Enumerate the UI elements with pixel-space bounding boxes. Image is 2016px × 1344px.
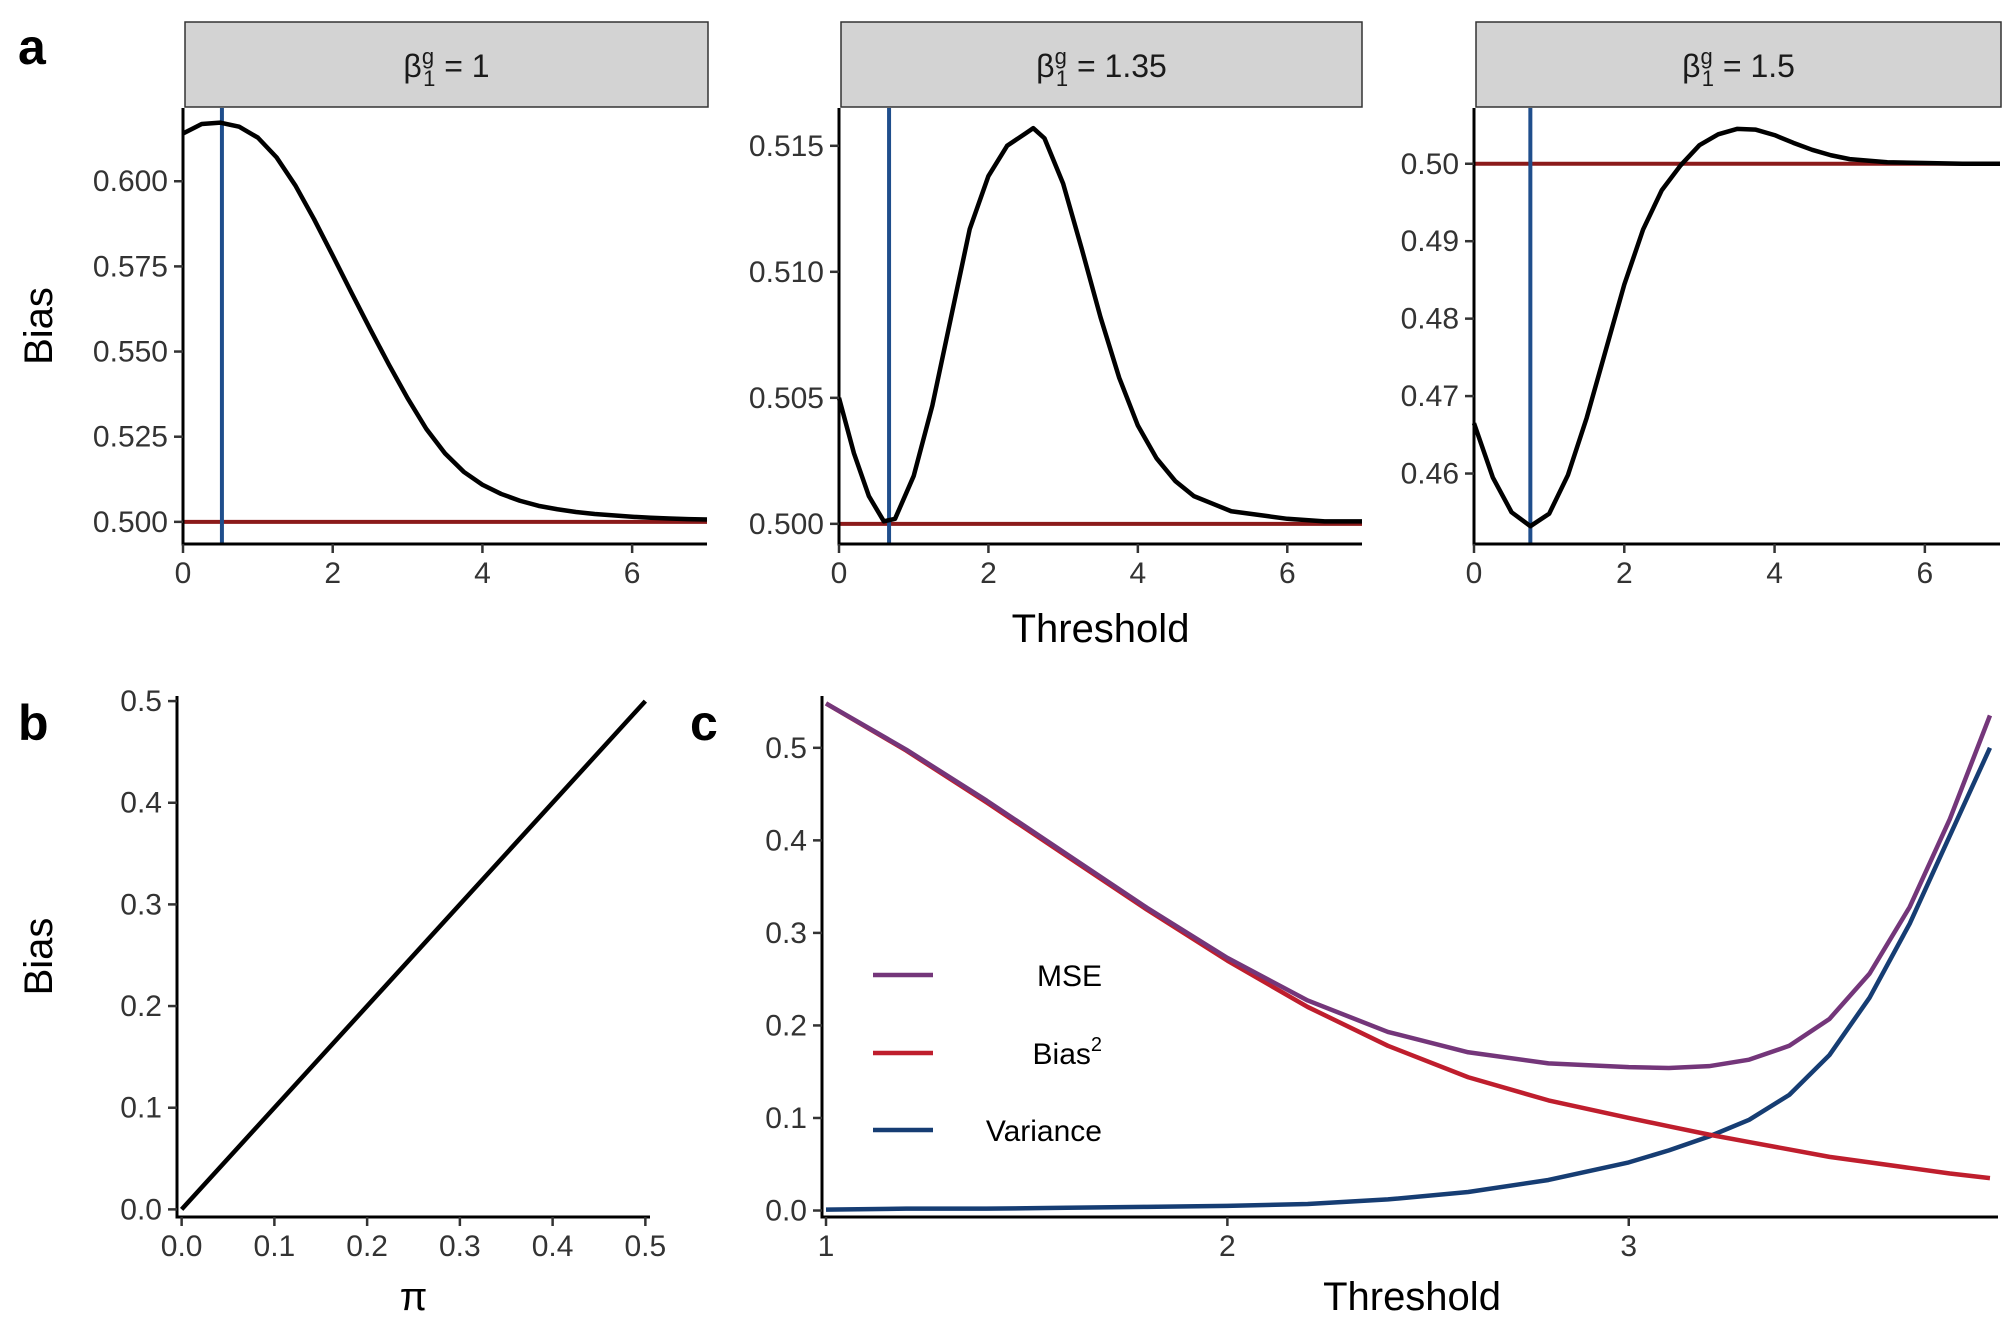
c-y-tick-label: 0.5 bbox=[765, 732, 807, 765]
a1-x-tick-label: 0 bbox=[175, 557, 192, 590]
a1-y-tick-label: 0.600 bbox=[93, 165, 168, 198]
b-bias-line bbox=[179, 699, 648, 1211]
a2-y-tick-label: 0.505 bbox=[749, 382, 824, 415]
a2-y-tick-label: 0.510 bbox=[749, 256, 824, 289]
a3-bias-curve bbox=[1471, 126, 2000, 529]
panel-label-a: a bbox=[18, 19, 47, 75]
b-x-tick-label: 0.2 bbox=[346, 1230, 388, 1263]
c-series-bias2 bbox=[824, 701, 1991, 1181]
c-legend-label-variance: Variance bbox=[986, 1115, 1102, 1148]
a1-strip-box bbox=[184, 21, 709, 108]
a1-y-axis-title: Bias bbox=[17, 287, 61, 365]
panel-a1-chart: βg 1 = 1 0 2 4 6 0.500 0.525 0.550 0.575 0.600 Bias bbox=[17, 21, 709, 590]
b-y-tick-label: 0.5 bbox=[120, 685, 162, 718]
panel-a2-chart: βg 1 = 1.35 0 2 4 6 0.500 0.505 0.510 0.515 Thresh… bbox=[749, 21, 1363, 651]
a3-x-tick-label: 6 bbox=[1917, 557, 1934, 590]
panel-c-chart: 1 2 3 0.0 0.1 0.2 0.3 0.4 0.5 Threshold MSE Bias2 Va… bbox=[765, 696, 1998, 1319]
c-x-axis-title: Threshold bbox=[1323, 1275, 1501, 1319]
a3-x-tick-label: 4 bbox=[1766, 557, 1783, 590]
c-legend-label-bias2: Bias2 bbox=[1033, 1034, 1102, 1071]
a1-y-tick-label: 0.525 bbox=[93, 421, 168, 454]
a3-y-tick-label: 0.47 bbox=[1401, 380, 1459, 413]
panel-label-c: c bbox=[690, 695, 718, 751]
c-y-tick-label: 0.3 bbox=[765, 917, 807, 950]
a3-y-tick-label: 0.49 bbox=[1401, 225, 1459, 258]
b-y-tick-label: 0.2 bbox=[120, 990, 162, 1023]
c-series-mse bbox=[824, 701, 1993, 1071]
c-x-tick-label: 2 bbox=[1219, 1230, 1236, 1263]
panel-a3-chart: βg 1 = 1.5 0 2 4 6 0.46 0.47 0.48 0.49 0.50 bbox=[1401, 21, 2002, 590]
panel-b-chart: 0.0 0.1 0.2 0.3 0.4 0.5 0.0 0.1 0.2 0.3 0.4 0.5 Bias… bbox=[17, 685, 666, 1319]
c-y-tick-label: 0.0 bbox=[765, 1195, 807, 1228]
a1-strip-label: βg 1 = 1 bbox=[403, 44, 489, 91]
a1-y-tick-label: 0.500 bbox=[93, 506, 168, 539]
b-x-tick-label: 0.3 bbox=[439, 1230, 481, 1263]
a2-y-tick-label: 0.500 bbox=[749, 508, 824, 541]
a1-x-tick-label: 6 bbox=[624, 557, 641, 590]
a2-strip-box bbox=[840, 21, 1363, 108]
a1-x-tick-label: 2 bbox=[324, 557, 341, 590]
b-y-tick-label: 0.4 bbox=[120, 787, 162, 820]
b-y-tick-label: 0.3 bbox=[120, 888, 162, 921]
a2-x-tick-label: 4 bbox=[1130, 557, 1147, 590]
a2-x-tick-label: 0 bbox=[831, 557, 848, 590]
b-x-tick-label: 0.5 bbox=[625, 1230, 667, 1263]
a3-strip-label: βg 1 = 1.5 bbox=[1682, 44, 1795, 91]
a2-x-axis-title: Threshold bbox=[1012, 607, 1190, 651]
a1-y-tick-label: 0.575 bbox=[93, 250, 168, 283]
b-x-tick-label: 0.1 bbox=[254, 1230, 296, 1263]
a1-bias-curve bbox=[181, 120, 708, 522]
a3-y-tick-label: 0.50 bbox=[1401, 148, 1459, 181]
a3-y-tick-label: 0.48 bbox=[1401, 303, 1459, 336]
a3-x-tick-label: 2 bbox=[1616, 557, 1633, 590]
c-x-tick-label: 3 bbox=[1620, 1230, 1637, 1263]
b-y-axis-title: Bias bbox=[17, 918, 61, 996]
a2-strip-label: βg 1 = 1.35 bbox=[1036, 44, 1167, 91]
a2-y-tick-label: 0.515 bbox=[749, 130, 824, 163]
b-x-axis-title: π bbox=[400, 1275, 428, 1319]
a2-x-tick-label: 2 bbox=[980, 557, 997, 590]
b-x-tick-label: 0.0 bbox=[161, 1230, 203, 1263]
b-y-tick-label: 0.1 bbox=[120, 1092, 162, 1125]
a3-x-tick-label: 0 bbox=[1466, 557, 1483, 590]
c-series-variance bbox=[825, 746, 1993, 1212]
c-y-tick-label: 0.4 bbox=[765, 824, 807, 857]
b-y-tick-label: 0.0 bbox=[120, 1193, 162, 1226]
b-x-tick-label: 0.4 bbox=[532, 1230, 574, 1263]
a1-x-tick-label: 4 bbox=[474, 557, 491, 590]
a2-x-tick-label: 6 bbox=[1279, 557, 1296, 590]
a3-strip-box bbox=[1475, 21, 2002, 108]
c-legend: MSE Bias2 Variance bbox=[873, 960, 1102, 1148]
c-x-tick-label: 1 bbox=[818, 1230, 835, 1263]
a1-y-tick-label: 0.550 bbox=[93, 336, 168, 369]
panel-label-b: b bbox=[18, 695, 49, 751]
c-y-tick-label: 0.1 bbox=[765, 1102, 807, 1135]
c-y-tick-label: 0.2 bbox=[765, 1009, 807, 1042]
a3-y-tick-label: 0.46 bbox=[1401, 458, 1459, 491]
a2-bias-curve bbox=[836, 125, 1362, 524]
c-legend-label-mse: MSE bbox=[1037, 960, 1102, 993]
